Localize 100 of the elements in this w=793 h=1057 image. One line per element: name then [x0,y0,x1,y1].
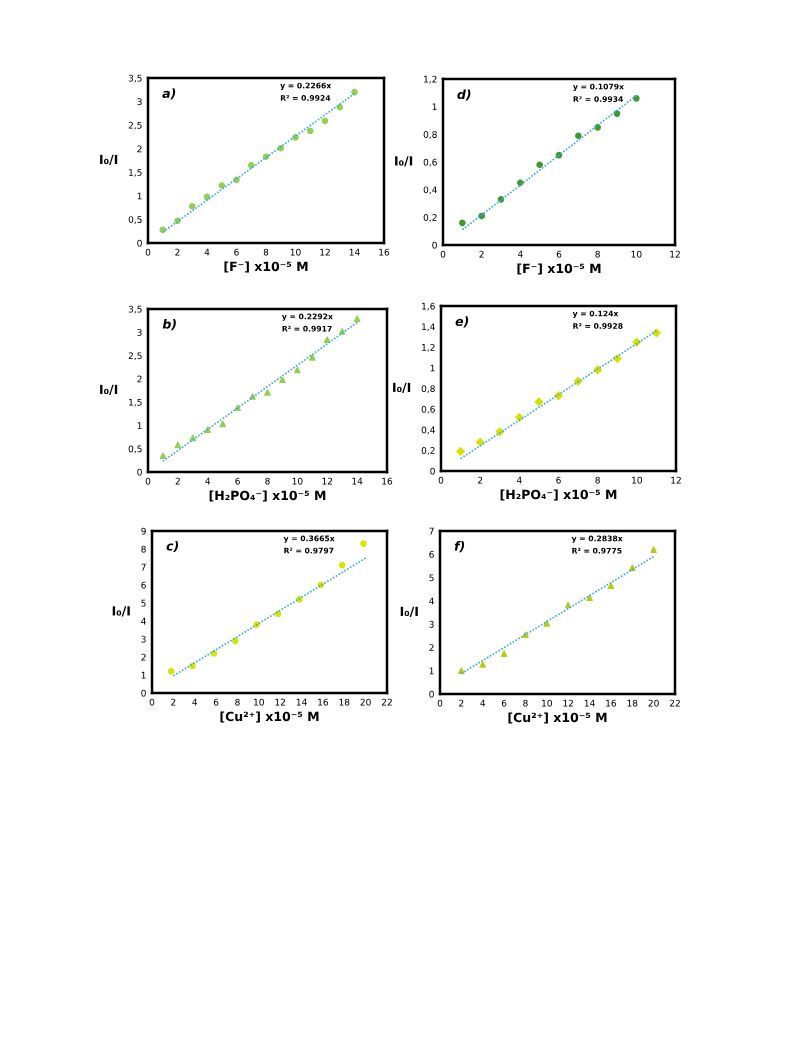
point [360,540,367,547]
x-tick-label: 12 [563,699,574,707]
point [321,117,329,125]
x-tick-label: 10 [542,699,552,707]
x-tick-label: 2 [479,250,484,258]
y-tick-label: 3,5 [128,74,142,83]
y-tick-label: 1 [141,671,146,679]
y-tick-label: 9 [141,527,146,535]
y-tick-label: 1,5 [129,398,142,407]
y-tick-label: 5 [429,574,434,582]
y-tick-label: 4 [141,617,146,625]
point [586,594,593,602]
x-tick-label: 18 [339,698,350,706]
y-tick-label: 2 [137,145,142,153]
x-tick-label: 10 [292,477,303,485]
y-tick-label: 4 [429,597,434,605]
x-tick-label: 20 [360,698,371,706]
y-axis-title: I₀/I [112,606,130,617]
y-tick-label: 0 [137,239,142,247]
y-tick-label: 1 [429,667,434,675]
point [323,336,331,344]
point [607,582,615,590]
point [294,366,301,374]
point [475,437,485,447]
x-axis-title: [Cu²⁺] x10⁻⁵ M [220,711,319,723]
x-axis-title: [H₂PO₄⁻] x10⁻⁵ M [209,490,326,502]
annotation: c) [166,540,179,553]
y-tick-label: 0 [429,690,434,698]
point [167,668,175,675]
x-tick-label: 22 [669,699,680,707]
annotation: b) [162,319,176,331]
annotation: f) [454,541,465,553]
y-tick-label: 1,6 [422,302,435,311]
y-axis-title: I₀/I [395,156,413,167]
x-tick-label: 4 [480,699,486,707]
y-tick-label: 1 [137,422,142,429]
annotation: d) [457,89,471,101]
x-tick-label: 0 [438,476,444,484]
x-tick-label: 4 [205,477,211,485]
y-tick-label: 0 [137,468,142,476]
point [459,219,466,227]
x-tick-label: 12 [322,477,333,485]
y-tick-label: 0,6 [423,158,437,167]
y-tick-label: 2 [141,653,146,661]
y-tick-label: 0,5 [128,216,142,224]
y-tick-label: 7 [429,527,434,535]
point [536,161,543,169]
y-axis-title: I₀/I [393,382,411,394]
point [456,447,465,456]
y-tick-label: 0,5 [128,445,142,454]
x-tick-label: 2 [459,699,464,707]
y-tick-label: 3 [137,98,142,106]
y-tick-label: 0,2 [421,447,435,455]
point [306,127,314,135]
x-axis-title: [F⁻] x10⁻⁵ M [517,263,601,275]
point [204,426,212,433]
x-tick-label: 18 [627,699,638,707]
x-tick-label: 8 [595,476,600,484]
x-tick-label: 14 [352,477,363,485]
point [534,397,544,407]
x-tick-label: 6 [234,248,239,256]
y-tick-label: 2 [137,375,142,383]
point [543,620,551,627]
point [264,389,271,396]
y-tick-label: 0 [430,467,435,475]
x-tick-label: 2 [175,477,180,485]
x-tick-label: 2 [175,248,180,256]
y-tick-label: 2,5 [128,121,142,130]
y-tick-label: 8 [141,545,146,553]
y-tick-label: 5 [141,599,146,607]
y-tick-label: 3 [137,329,142,336]
x-tick-label: 12 [320,248,330,256]
point [309,354,316,361]
y-axis-title: I₀/I [100,154,118,166]
y-tick-label: 6 [429,551,434,558]
x-tick-label: 14 [349,248,360,256]
x-tick-label: 10 [254,698,264,706]
y-tick-label: 0,6 [421,405,435,414]
x-tick-label: 10 [290,248,301,256]
x-tick-label: 2 [171,698,176,706]
x-tick-label: 0 [149,698,155,706]
x-tick-label: 0 [440,250,446,258]
point [218,182,226,189]
y-tick-label: 1 [430,364,435,372]
y-tick-label: 7 [141,563,146,571]
x-axis-title: [Cu²⁺] x10⁻⁵ M [508,712,607,724]
point [174,441,182,449]
point [650,546,657,553]
x-tick-label: 10 [631,250,642,258]
y-axis-title: I₀/I [400,606,418,618]
x-tick-label: 14 [296,698,307,706]
x-tick-label: 4 [517,250,523,258]
annotation: e) [455,316,469,328]
point [575,132,582,140]
y-tick-label: 0 [432,241,437,249]
point [247,161,255,169]
x-tick-label: 8 [263,248,269,256]
x-tick-label: 14 [584,699,595,707]
point [219,420,226,428]
annotation: a) [162,88,176,100]
